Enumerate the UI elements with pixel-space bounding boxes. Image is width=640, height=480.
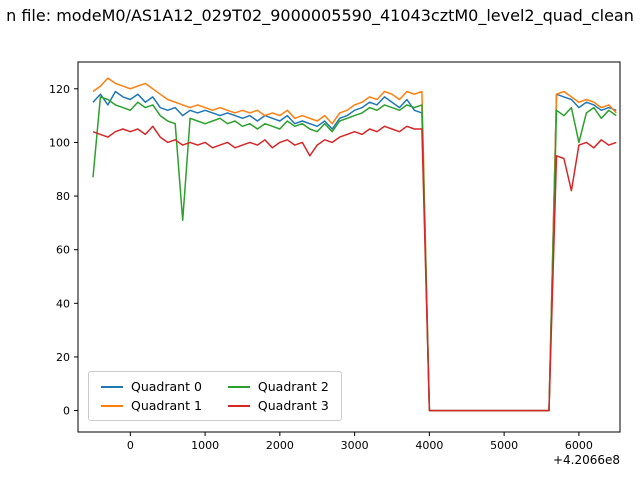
series-quadrant-2 xyxy=(92,96,617,412)
legend-label: Quadrant 1 xyxy=(131,398,202,413)
x-tick-label: 4000 xyxy=(415,439,443,452)
y-tick-label: 40 xyxy=(56,297,70,310)
x-axis-offset-label: +4.2066e8 xyxy=(552,453,620,467)
legend-line-swatch xyxy=(101,404,123,407)
legend-line-swatch xyxy=(101,385,123,388)
series-quadrant-1 xyxy=(92,77,617,412)
y-tick-label: 120 xyxy=(49,83,70,96)
legend-label: Quadrant 3 xyxy=(257,398,329,413)
axes-box xyxy=(77,61,621,433)
y-tick-label: 20 xyxy=(56,351,70,364)
series-quadrant-3 xyxy=(92,125,617,412)
x-tick-label: 5000 xyxy=(490,439,518,452)
x-tick-label: 0 xyxy=(127,439,134,452)
chart-title: n file: modeM0/AS1A12_029T02_9000005590_… xyxy=(6,6,634,25)
y-tick-label: 80 xyxy=(56,190,70,203)
legend-label: Quadrant 0 xyxy=(131,379,202,394)
legend-label: Quadrant 2 xyxy=(257,379,329,394)
legend-item: Quadrant 1 xyxy=(101,398,202,413)
y-tick-label: 0 xyxy=(63,405,70,418)
x-tick-label: 3000 xyxy=(341,439,369,452)
x-tick-label: 1000 xyxy=(191,439,219,452)
x-tick-label: 6000 xyxy=(565,439,593,452)
y-tick-label: 100 xyxy=(49,136,70,149)
legend-item: Quadrant 2 xyxy=(227,379,329,394)
legend-item: Quadrant 3 xyxy=(227,398,329,413)
legend-line-swatch xyxy=(227,404,250,407)
legend: Quadrant 0 Quadrant 1 Quadrant 2 Quadrant 3 xyxy=(88,371,342,421)
x-tick-label: 2000 xyxy=(266,439,294,452)
legend-line-swatch xyxy=(227,385,250,388)
series-quadrant-0 xyxy=(92,90,617,412)
y-tick-label: 60 xyxy=(56,244,70,257)
legend-item: Quadrant 0 xyxy=(101,379,202,394)
